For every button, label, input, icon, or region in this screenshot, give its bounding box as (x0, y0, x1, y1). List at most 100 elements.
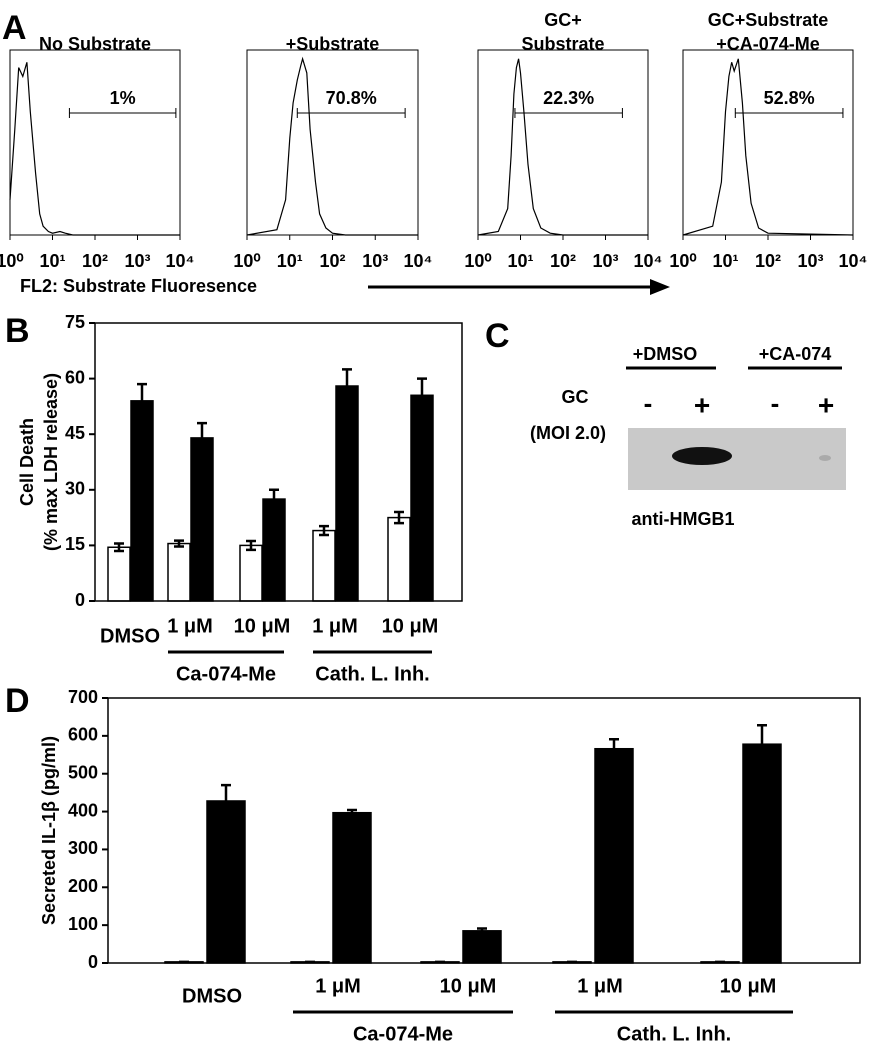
y-axis-label: Secreted IL-1β (pg/ml) (39, 736, 59, 925)
bar (332, 811, 372, 964)
x-tick-label: 10⁰ (233, 251, 260, 271)
plot-frame (9, 49, 181, 236)
error-bar (269, 488, 279, 510)
y-tick-label: 75 (65, 312, 85, 332)
error-bar (477, 927, 487, 935)
error-bar (246, 539, 256, 552)
x-tick-label: 10³ (797, 251, 823, 271)
y-tick-label: 15 (65, 534, 85, 554)
plot-frame (477, 49, 649, 236)
panel-label: C (485, 317, 510, 355)
x-axis-label: FL2: Substrate Fluoresence (20, 276, 257, 296)
x-tick-label: DMSO (182, 985, 242, 1007)
bar (206, 800, 246, 964)
row-label: GC (562, 387, 589, 407)
error-bar (221, 783, 231, 819)
x-tick-label: 10³ (592, 251, 618, 271)
sign: - (644, 388, 653, 418)
panel-title: GC+Substrate (708, 10, 829, 30)
plot-frame (246, 49, 419, 236)
x-tick-label: 10⁰ (669, 251, 696, 271)
x-tick-label: 10 μM (234, 615, 291, 637)
x-tick-label: 10¹ (39, 251, 65, 271)
sign: + (694, 389, 710, 420)
y-tick-label: 700 (68, 687, 98, 707)
blot-band (672, 447, 732, 465)
panel-title: GC+ (544, 10, 582, 30)
x-tick-label: 10⁴ (166, 251, 195, 271)
y-tick-label: 400 (68, 800, 98, 820)
error-bar (174, 539, 184, 548)
bar (742, 743, 782, 964)
gate (734, 108, 844, 118)
panel-title: +Substrate (286, 34, 380, 54)
group-label: Ca-074-Me (176, 663, 276, 685)
blot-band (819, 455, 831, 461)
y-tick-label: 0 (88, 952, 98, 972)
blot-image (628, 428, 846, 490)
row-label: (MOI 2.0) (530, 423, 606, 443)
x-tick-label: 10³ (124, 251, 150, 271)
x-tick-label: 10² (550, 251, 576, 271)
x-tick-label: 10² (82, 251, 108, 271)
plot-frame (682, 49, 854, 236)
histogram-curve (682, 58, 854, 236)
panel-label: A (2, 9, 27, 47)
x-tick-label: 10¹ (277, 251, 303, 271)
x-tick-label: 10 μM (720, 975, 777, 997)
x-tick-label: 10⁴ (634, 251, 663, 271)
x-tick-label: 1 μM (312, 615, 358, 637)
bar (130, 400, 154, 602)
bar (594, 747, 634, 964)
panel-title: No Substrate (39, 34, 151, 54)
x-tick-label: 10³ (362, 251, 388, 271)
y-tick-label: 30 (65, 479, 85, 499)
x-tick-label: 1 μM (167, 615, 213, 637)
panel-title: +CA-074-Me (716, 34, 820, 54)
x-tick-label: 10¹ (507, 251, 533, 271)
plot-frame (107, 697, 861, 964)
bar (335, 385, 359, 602)
gate (296, 108, 406, 118)
sign: + (818, 389, 834, 420)
x-tick-label: 10⁴ (839, 251, 868, 271)
error-bar (342, 368, 352, 404)
y-axis-label: (% max LDH release) (41, 373, 61, 551)
error-bar (197, 421, 207, 454)
x-tick-label: 10⁰ (464, 251, 491, 271)
gate-label: 22.3% (543, 88, 594, 108)
error-bar (319, 524, 329, 537)
gate (514, 108, 623, 118)
bar (410, 394, 434, 602)
y-tick-label: 100 (68, 914, 98, 934)
y-tick-label: 45 (65, 423, 85, 443)
gate (68, 108, 177, 118)
bar (462, 930, 502, 964)
group-label: Cath. L. Inh. (315, 663, 429, 685)
error-bar (347, 808, 357, 817)
x-tick-label: 10² (755, 251, 781, 271)
x-tick-label: 10 μM (440, 975, 497, 997)
panel-label: D (5, 682, 30, 720)
lane-label: +CA-074 (759, 344, 832, 364)
y-tick-label: 60 (65, 367, 85, 387)
histogram-curve (246, 56, 418, 236)
y-tick-label: 200 (68, 876, 98, 896)
panel-title: Substrate (521, 34, 604, 54)
x-tick-label: 1 μM (315, 975, 361, 997)
x-tick-label: DMSO (100, 625, 160, 647)
x-tick-label: 10 μM (382, 615, 439, 637)
x-tick-label: 10⁴ (404, 251, 433, 271)
histogram-curve (477, 58, 648, 236)
bar (387, 516, 411, 602)
arrow-head (650, 279, 670, 295)
antibody-label: anti-HMGB1 (632, 509, 735, 529)
error-bar (417, 377, 427, 414)
panel-label: B (5, 312, 30, 350)
bar (167, 542, 191, 602)
error-bar (137, 382, 147, 419)
bar (239, 544, 263, 602)
group-label: Ca-074-Me (353, 1023, 453, 1045)
